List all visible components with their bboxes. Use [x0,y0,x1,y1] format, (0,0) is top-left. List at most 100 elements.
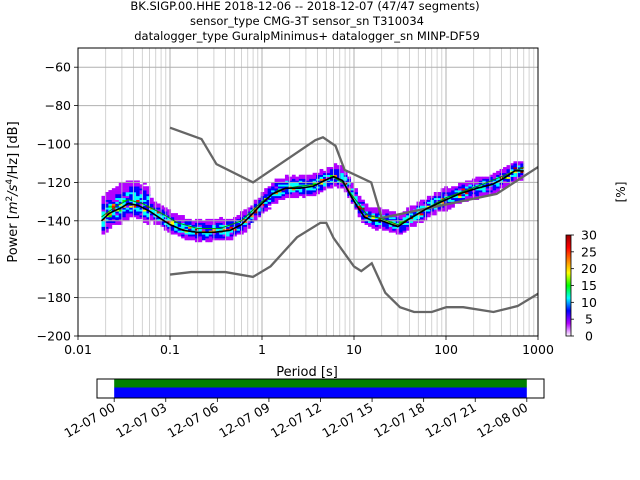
histogram-cell [278,195,282,199]
colorbar-tick-label: 0 [585,329,593,344]
histogram-cell [181,226,185,229]
histogram-cell [475,178,480,181]
histogram-cell [108,201,113,204]
histogram-cell [426,211,431,214]
histogram-cell [409,215,414,218]
histogram-cell [115,222,120,225]
histogram-cell [475,176,480,179]
colorbar-tick-label: 25 [581,244,597,259]
histogram-cell [233,228,237,231]
histogram-cell [485,186,490,189]
histogram-cell [305,190,310,193]
histogram-cell [118,184,123,187]
histogram-cell [305,192,310,195]
histogram-cell [194,232,199,235]
histogram-cell [381,226,386,229]
colorbar-tick-label: 5 [585,312,593,327]
histogram-cell [368,207,372,210]
histogram-cell [388,218,393,222]
histogram-cell [129,193,133,197]
histogram-cell [430,209,435,212]
y-tick-label: −160 [37,252,71,267]
histogram-cell [291,192,296,195]
histogram-cell [437,203,442,206]
histogram-cell [433,211,438,214]
histogram-cell [191,232,196,235]
histogram-cell [260,195,265,199]
histogram-cell [371,226,376,229]
histogram-cell [291,180,296,183]
histogram-cell [430,197,435,200]
histogram-cell [132,193,137,197]
histogram-cell [229,226,234,229]
histogram-cell [509,176,514,179]
histogram-cell [437,207,442,210]
histogram-cell [316,174,320,177]
histogram-cell [440,190,445,193]
histogram-cell [139,195,144,199]
histogram-cell [184,222,189,225]
histogram-cell [305,193,310,197]
histogram-cell [101,207,106,210]
histogram-cell [513,161,518,164]
histogram-cell [122,197,127,200]
histogram-cell [492,174,497,177]
ppsd-plot: 0.01 0.1 1 10 100 1000 −60 −80 −100 −120 −140 −160… [5,47,554,380]
histogram-cell [451,197,455,200]
histogram-cell [378,224,383,227]
histogram-cell [115,190,120,193]
histogram-cell [340,176,345,179]
histogram-cell [468,193,473,197]
histogram-cell [139,199,144,202]
histogram-cell [149,201,154,204]
histogram-cell [295,186,300,189]
histogram-cell [115,218,120,222]
histogram-cell [108,199,113,202]
histogram-cell [354,190,358,193]
histogram-cell [111,188,116,191]
histogram-cell [215,222,220,225]
histogram-cell [333,165,338,168]
histogram-cell [437,199,442,202]
histogram-cell [253,201,258,204]
histogram-cell [115,211,120,214]
y-tick-label: −180 [37,290,71,305]
histogram-cell [132,205,137,208]
histogram-cell [319,176,324,179]
histogram-cell [350,186,355,189]
histogram-cell [361,216,365,220]
histogram-cell [454,195,459,199]
histogram-cell [215,224,220,227]
histogram-cell [222,226,227,229]
histogram-cell [156,220,161,224]
histogram-cell [167,211,172,214]
histogram-cell [122,193,127,197]
histogram-cell [174,215,178,218]
histogram-cell [111,190,116,193]
histogram-cell [426,201,431,204]
histogram-cell [229,232,234,235]
histogram-cell [253,211,258,214]
histogram-cell [215,236,220,239]
histogram-cell [329,167,334,170]
histogram-cell [506,178,511,181]
histogram-cell [125,209,130,212]
histogram-cell [333,182,338,185]
histogram-cell [129,180,133,183]
histogram-cell [520,174,525,177]
histogram-cell [146,216,151,220]
histogram-cell [146,218,151,222]
histogram-cell [509,180,514,183]
histogram-cell [364,215,369,218]
histogram-cell [516,176,521,179]
histogram-cell [312,193,317,197]
histogram-cell [146,220,151,224]
histogram-cell [194,228,199,231]
histogram-cell [516,174,521,177]
histogram-cell [201,236,206,239]
histogram-cell [288,193,293,197]
histogram-cell [388,213,393,216]
histogram-cell [354,201,358,204]
histogram-cell [312,182,317,185]
histogram-cell [451,192,455,195]
